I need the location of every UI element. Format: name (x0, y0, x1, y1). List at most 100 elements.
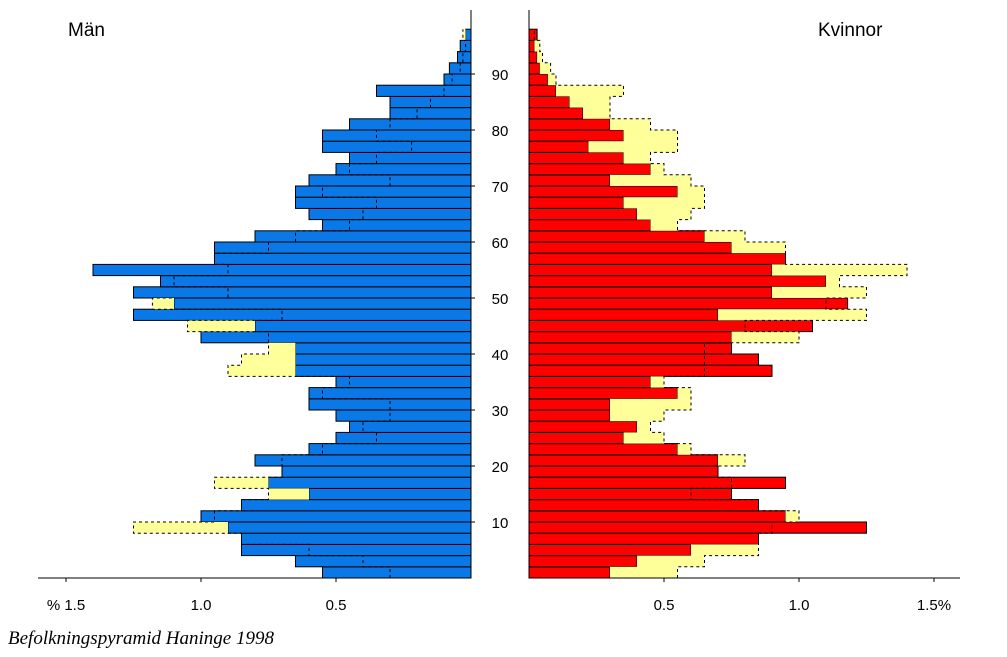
women-bar (528, 140, 589, 153)
women-difference-bar (650, 219, 678, 231)
age-tick-label: 30 (492, 403, 509, 420)
women-bar (528, 151, 624, 165)
women-bar (528, 398, 611, 411)
women-bar (528, 252, 786, 265)
women-bar (528, 409, 611, 422)
men-bar (349, 118, 472, 131)
men-bar (281, 465, 472, 478)
women-difference-bar (731, 242, 786, 254)
men-bar (268, 476, 472, 489)
axes: % 1.5 1.0 0.5 0.5 1.0 1.5% 10 20 30 40 50 60 70 80 90 (38, 10, 960, 614)
chart-caption: Befolkningspyramid Haninge 1998 (8, 628, 274, 649)
women-bar (528, 387, 678, 400)
men-bar (133, 286, 472, 299)
men-difference-bar (187, 320, 255, 332)
women-difference-bar (610, 566, 678, 578)
women-difference-bar (785, 510, 799, 522)
men-bar (335, 163, 472, 176)
men-bar (295, 555, 472, 568)
women-difference-bar (637, 208, 691, 220)
men-x-tick-label: 1.0 (191, 597, 212, 614)
age-tick-label: 10 (492, 515, 509, 532)
women-difference-bar (610, 174, 691, 186)
women-difference-bar (623, 432, 664, 444)
women-difference-bar (677, 443, 691, 455)
women-bar (528, 95, 570, 109)
men-bar (349, 420, 472, 433)
women-bar (528, 73, 549, 86)
age-tick-label: 50 (492, 291, 509, 308)
men-bar (335, 409, 472, 422)
women-difference-bar (691, 544, 759, 556)
women-bar (528, 521, 867, 534)
men-bar (295, 196, 472, 209)
women-bar (528, 454, 719, 467)
women-bar (528, 163, 651, 176)
men-bars (92, 28, 472, 579)
men-x-tick-label: % 1.5 (47, 597, 85, 614)
women-x-tick-label: 1.0 (789, 597, 810, 614)
men-bar (295, 185, 472, 198)
women-reference-line (533, 29, 908, 578)
women-bar (528, 263, 773, 277)
women-difference-bar (588, 141, 678, 153)
women-difference-bar (637, 421, 651, 433)
men-bar (241, 543, 472, 557)
men-bar (322, 140, 472, 153)
men-bar (160, 275, 472, 288)
men-difference-bar (268, 488, 309, 500)
women-difference-bar (650, 376, 664, 388)
age-tick-label: 20 (492, 459, 509, 476)
women-difference-bar (677, 186, 705, 198)
women-bar (528, 118, 611, 131)
men-bar (295, 342, 472, 355)
men-difference-bar (214, 477, 269, 489)
men-bar (308, 487, 472, 501)
men-bar (295, 353, 472, 366)
men-bar (457, 51, 472, 64)
women-difference-bar (718, 309, 867, 321)
women-bar (528, 219, 651, 232)
women-bar (528, 297, 849, 310)
age-tick-label: 80 (492, 123, 509, 140)
women-bar (528, 196, 624, 209)
men-bar (376, 84, 472, 97)
women-difference-bar (718, 454, 745, 466)
women-bar (528, 39, 535, 53)
women-difference-bar (569, 96, 610, 108)
men-bar (254, 319, 472, 333)
men-bar (92, 263, 472, 277)
women-bar (528, 375, 651, 389)
women-bar (528, 174, 611, 187)
men-reference-line (133, 29, 467, 578)
women-bar (528, 364, 773, 377)
men-bar (241, 532, 472, 545)
men-bar (349, 151, 472, 165)
age-tick-label: 40 (492, 347, 509, 364)
women-bar (528, 129, 624, 142)
men-bar (227, 521, 472, 534)
men-label: Män (68, 20, 105, 41)
women-difference-bar (556, 85, 624, 97)
men-difference-bars (133, 29, 466, 534)
women-difference-bar (547, 74, 556, 86)
women-difference-bar (772, 286, 867, 298)
age-tick-label: 90 (492, 67, 509, 84)
men-bar (254, 454, 472, 467)
women-bar (528, 275, 827, 288)
women-difference-bar (650, 163, 664, 175)
women-difference-bar (534, 40, 540, 52)
women-bar (528, 465, 719, 478)
men-bar (443, 73, 472, 86)
women-bar (528, 28, 538, 41)
men-bar (200, 331, 472, 344)
women-difference-bar (637, 555, 705, 567)
women-bar (528, 230, 705, 243)
women-bar (528, 532, 759, 545)
women-difference-bars (534, 40, 907, 578)
men-bar (335, 431, 472, 445)
men-bar (133, 308, 472, 321)
men-difference-bar (462, 29, 466, 41)
women-difference-bar (623, 197, 705, 209)
women-bar (528, 353, 759, 366)
